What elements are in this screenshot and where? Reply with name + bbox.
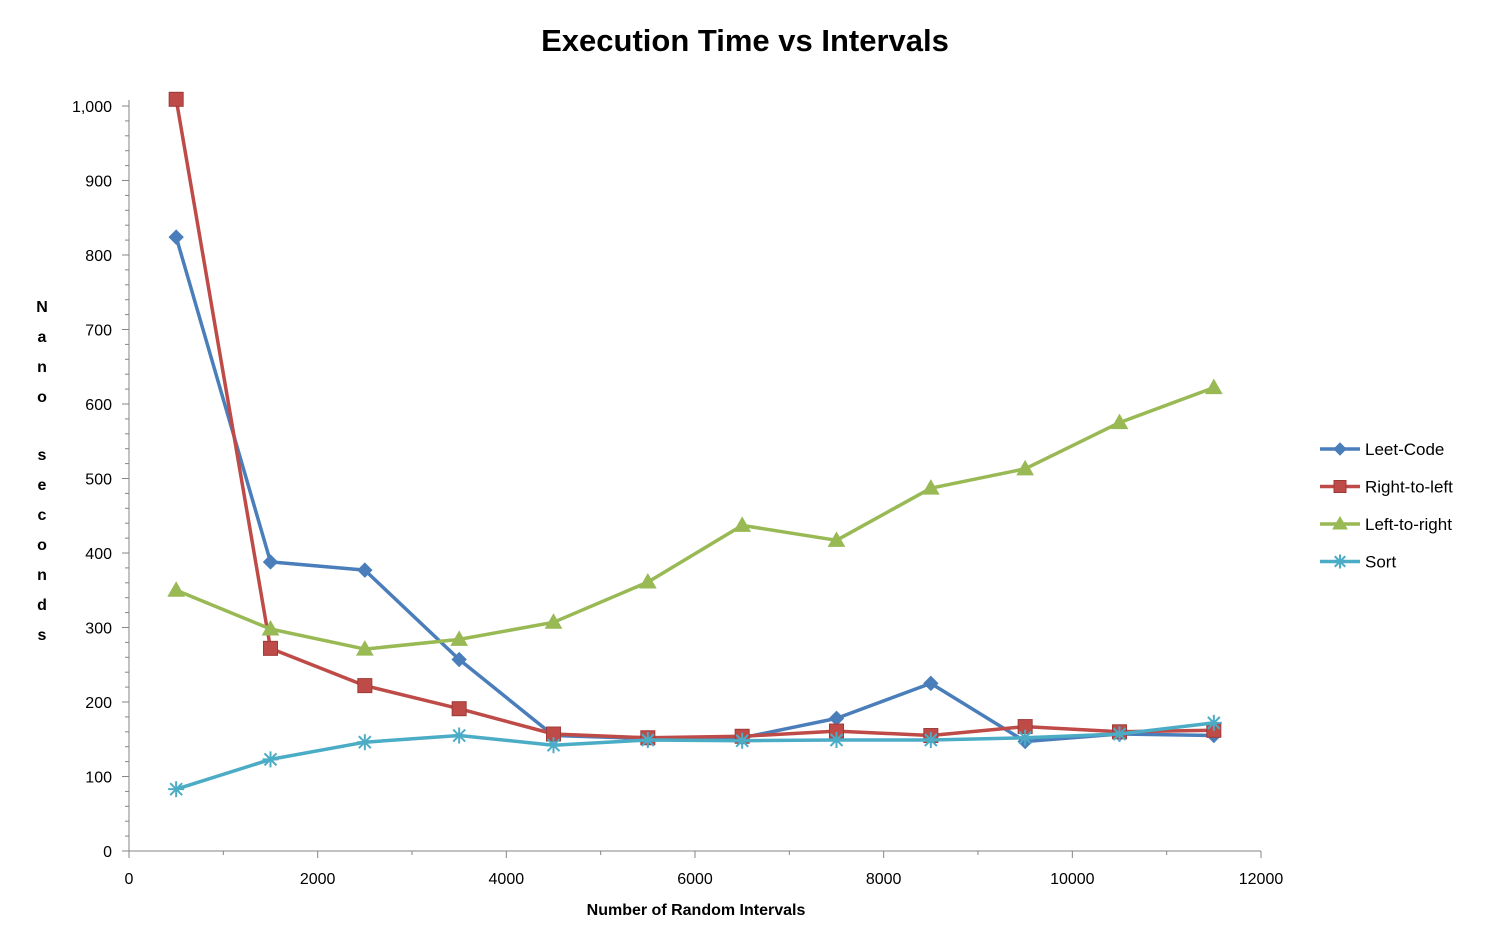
y-axis-title-letter: o xyxy=(37,389,47,406)
triangle-marker xyxy=(827,531,846,547)
axes: 0 100 200 300 400 500 600 700 800 900 1,000 0 2000 40… xyxy=(72,99,1283,888)
legend: Leet-Code Right-to-left Left-to-right Sort xyxy=(1320,440,1453,572)
series-line xyxy=(174,236,1214,744)
triangle-marker xyxy=(733,516,752,532)
asterisk-marker xyxy=(734,732,751,749)
x-tick-label: 8000 xyxy=(866,871,902,888)
asterisk-marker xyxy=(922,731,939,748)
triangle-marker xyxy=(1016,459,1035,476)
y-axis-title-letter: e xyxy=(38,477,47,494)
diamond-marker xyxy=(262,554,279,570)
legend-item: Left-to-right xyxy=(1320,515,1452,534)
y-tick-label: 900 xyxy=(85,174,112,191)
y-tick-label: 500 xyxy=(85,472,112,489)
x-tick-label: 10000 xyxy=(1050,871,1095,888)
diamond-marker xyxy=(168,229,184,245)
series-line xyxy=(174,99,1214,740)
y-tick-label: 200 xyxy=(85,695,112,712)
square-marker xyxy=(263,640,278,656)
legend-label: Leet-Code xyxy=(1365,440,1444,459)
asterisk-marker xyxy=(639,731,656,748)
series-left-to-right xyxy=(167,378,1223,656)
x-tick-label: 12000 xyxy=(1239,871,1284,888)
legend-item: Leet-Code xyxy=(1320,440,1444,459)
x-tick-label: 6000 xyxy=(677,871,713,888)
square-marker xyxy=(1333,480,1347,493)
triangle-marker xyxy=(1110,413,1129,430)
y-axis-title-letter: d xyxy=(37,597,47,614)
x-tick-label: 0 xyxy=(125,871,134,888)
square-marker xyxy=(451,701,467,717)
square-marker xyxy=(168,91,184,107)
legend-label: Right-to-left xyxy=(1365,478,1453,497)
y-tick-label: 0 xyxy=(103,844,112,861)
triangle-marker xyxy=(450,630,469,646)
asterisk-marker xyxy=(262,751,279,768)
diamond-marker xyxy=(357,562,373,578)
triangle-marker xyxy=(1204,378,1223,395)
y-tick-label: 1,000 xyxy=(72,99,112,116)
triangle-marker xyxy=(544,613,563,629)
y-tick-label: 600 xyxy=(85,397,112,414)
triangle-marker xyxy=(167,581,186,597)
y-tick-label: 300 xyxy=(85,621,112,638)
y-axis-title-letter: o xyxy=(37,537,47,554)
asterisk-marker xyxy=(828,731,845,748)
asterisk-marker xyxy=(1205,714,1222,731)
diamond-marker xyxy=(828,710,845,727)
y-tick-label: 100 xyxy=(85,770,112,787)
triangle-marker xyxy=(638,573,657,589)
y-axis-title-letter: c xyxy=(38,507,47,524)
series-lines xyxy=(167,91,1223,798)
legend-item: Sort xyxy=(1320,553,1396,572)
triangle-marker xyxy=(1332,516,1348,530)
diamond-marker xyxy=(923,675,939,692)
x-tick-label: 2000 xyxy=(300,871,336,888)
x-tick-label: 4000 xyxy=(489,871,525,888)
y-tick-label: 700 xyxy=(85,323,112,340)
square-marker xyxy=(357,678,373,694)
asterisk-marker xyxy=(1111,726,1128,743)
legend-item: Right-to-left xyxy=(1320,478,1453,497)
triangle-marker xyxy=(355,640,374,656)
triangle-marker xyxy=(261,619,280,636)
asterisk-marker xyxy=(168,781,185,798)
diamond-marker xyxy=(451,651,467,668)
asterisk-marker xyxy=(1333,554,1347,569)
series-line xyxy=(175,385,1215,651)
x-axis-title: Number of Random Intervals xyxy=(587,902,806,919)
y-axis-title-letter: s xyxy=(38,627,47,644)
diamond-marker xyxy=(1333,442,1347,456)
y-tick-label: 400 xyxy=(85,546,112,563)
y-axis-title-letter: N xyxy=(36,299,48,316)
chart-title: Execution Time vs Intervals xyxy=(541,23,949,58)
asterisk-marker xyxy=(451,727,468,744)
y-axis-title-letter: n xyxy=(37,359,47,376)
y-axis-title-letter: a xyxy=(38,329,47,346)
legend-label: Left-to-right xyxy=(1365,515,1452,534)
y-axis-title-letter: n xyxy=(37,567,47,584)
y-axis-title-letter: s xyxy=(38,447,47,464)
legend-label: Sort xyxy=(1365,553,1396,572)
asterisk-marker xyxy=(356,734,373,751)
asterisk-marker xyxy=(1017,729,1034,746)
asterisk-marker xyxy=(545,737,562,754)
series-right-to-left xyxy=(168,91,1222,746)
triangle-marker xyxy=(921,479,940,495)
series-line xyxy=(175,721,1215,791)
series-sort xyxy=(168,714,1222,798)
y-tick-label: 800 xyxy=(85,248,112,265)
